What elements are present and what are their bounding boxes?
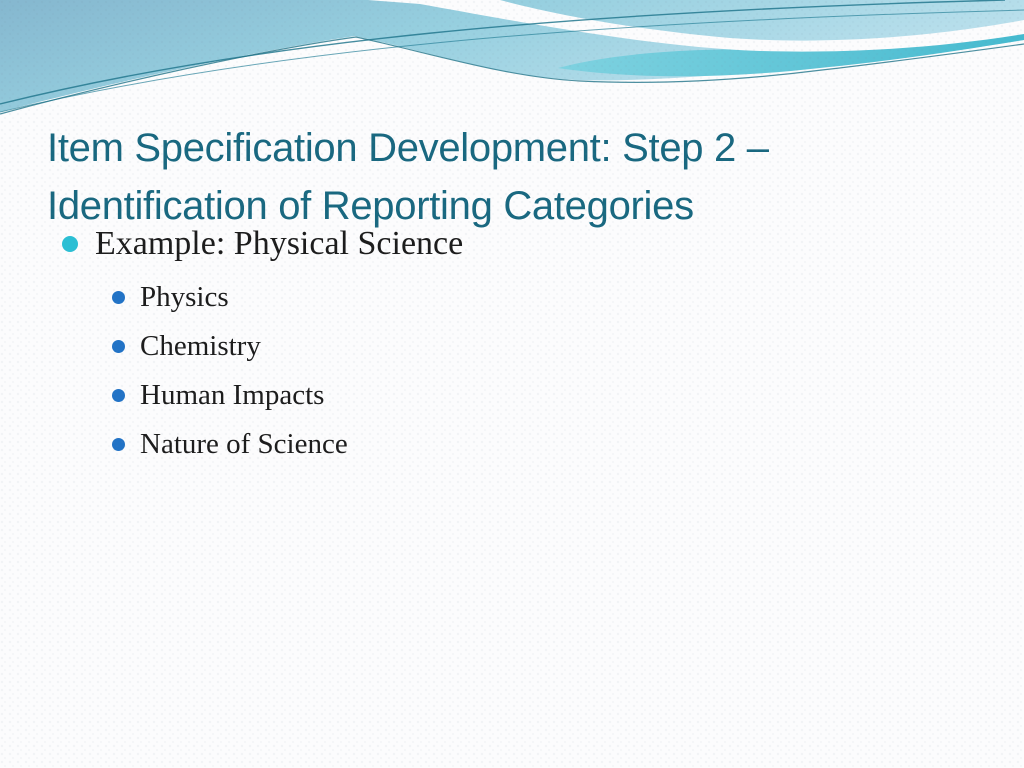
sub-bullet-label: Chemistry — [140, 330, 261, 362]
sub-bullet-list: Physics Chemistry Human Impacts Nature o… — [112, 273, 348, 469]
level2-bullet-icon — [112, 438, 125, 451]
slide-title-line-1: Item Specification Development: Step 2 – — [47, 125, 769, 170]
white-swoosh-shape — [368, 0, 1024, 52]
slide-title-line-2: Identification of Reporting Categories — [47, 183, 694, 228]
slide-title: Item Specification Development: Step 2 –… — [47, 119, 997, 235]
sky-wave-shape — [0, 0, 1024, 112]
level2-bullet-icon — [112, 340, 125, 353]
bullet-item-level1: Example: Physical Science — [62, 220, 463, 268]
accent-line-upper — [0, 0, 1006, 105]
header-wave-decoration — [0, 0, 1024, 115]
level1-bullet-icon — [62, 236, 78, 252]
sub-bullet-item: Chemistry — [112, 322, 348, 371]
level2-bullet-icon — [112, 291, 125, 304]
sub-bullet-item: Physics — [112, 273, 348, 322]
sub-bullet-item: Nature of Science — [112, 420, 348, 469]
sub-bullet-item: Human Impacts — [112, 371, 348, 420]
sub-bullet-label: Human Impacts — [140, 379, 325, 411]
accent-line-lower — [0, 9, 1024, 113]
sub-bullet-label: Nature of Science — [140, 428, 348, 460]
level2-bullet-icon — [112, 389, 125, 402]
sub-bullet-label: Physics — [140, 281, 229, 313]
accent-line-boundary — [0, 36, 1024, 115]
bullet-label-level1: Example: Physical Science — [95, 225, 464, 262]
